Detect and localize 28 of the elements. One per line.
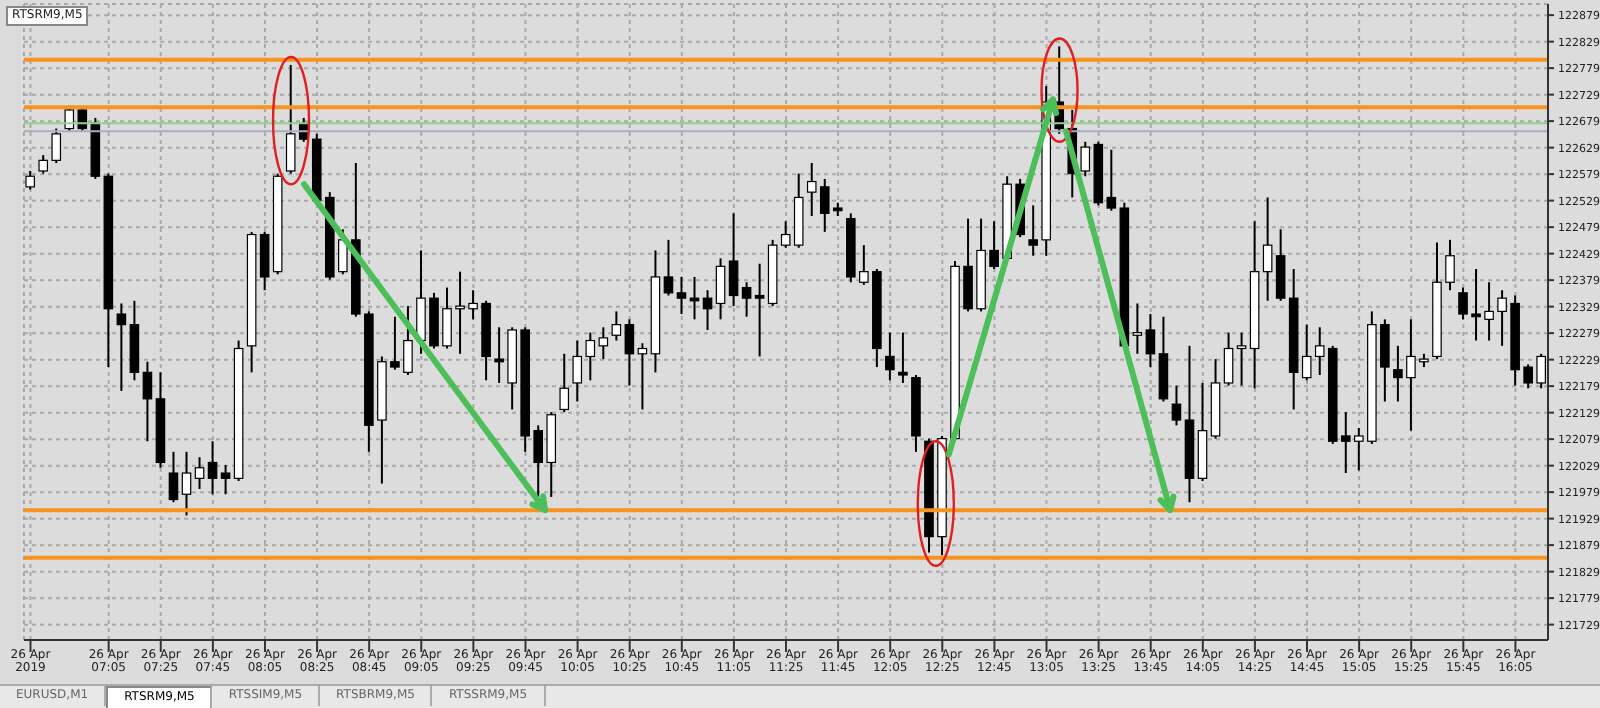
candlestick	[25, 169, 35, 191]
candlestick	[1262, 196, 1273, 302]
candlestick	[220, 464, 231, 496]
candlestick	[1132, 302, 1143, 355]
candlestick	[663, 238, 674, 297]
candlestick	[754, 262, 765, 358]
candlestick	[181, 450, 192, 517]
candlestick	[1145, 313, 1156, 369]
candlestick	[1158, 315, 1169, 403]
candlestick	[194, 456, 205, 490]
candlestick	[741, 281, 752, 318]
candlestick	[611, 310, 622, 342]
candlestick	[129, 299, 140, 382]
candlestick	[1197, 381, 1208, 482]
candlestick	[1171, 384, 1182, 427]
candlestick	[168, 450, 179, 504]
candlestick	[207, 440, 218, 496]
candlestick	[624, 318, 635, 387]
candlestick	[142, 360, 153, 443]
candlestick	[1236, 331, 1247, 387]
candlestick	[885, 331, 895, 382]
candlestick	[728, 212, 739, 308]
candlestick	[559, 352, 570, 414]
candlestick	[676, 275, 687, 316]
candlestick	[116, 302, 127, 392]
candlestick	[898, 331, 908, 384]
candlestick	[715, 257, 726, 321]
candlestick	[1223, 331, 1234, 387]
